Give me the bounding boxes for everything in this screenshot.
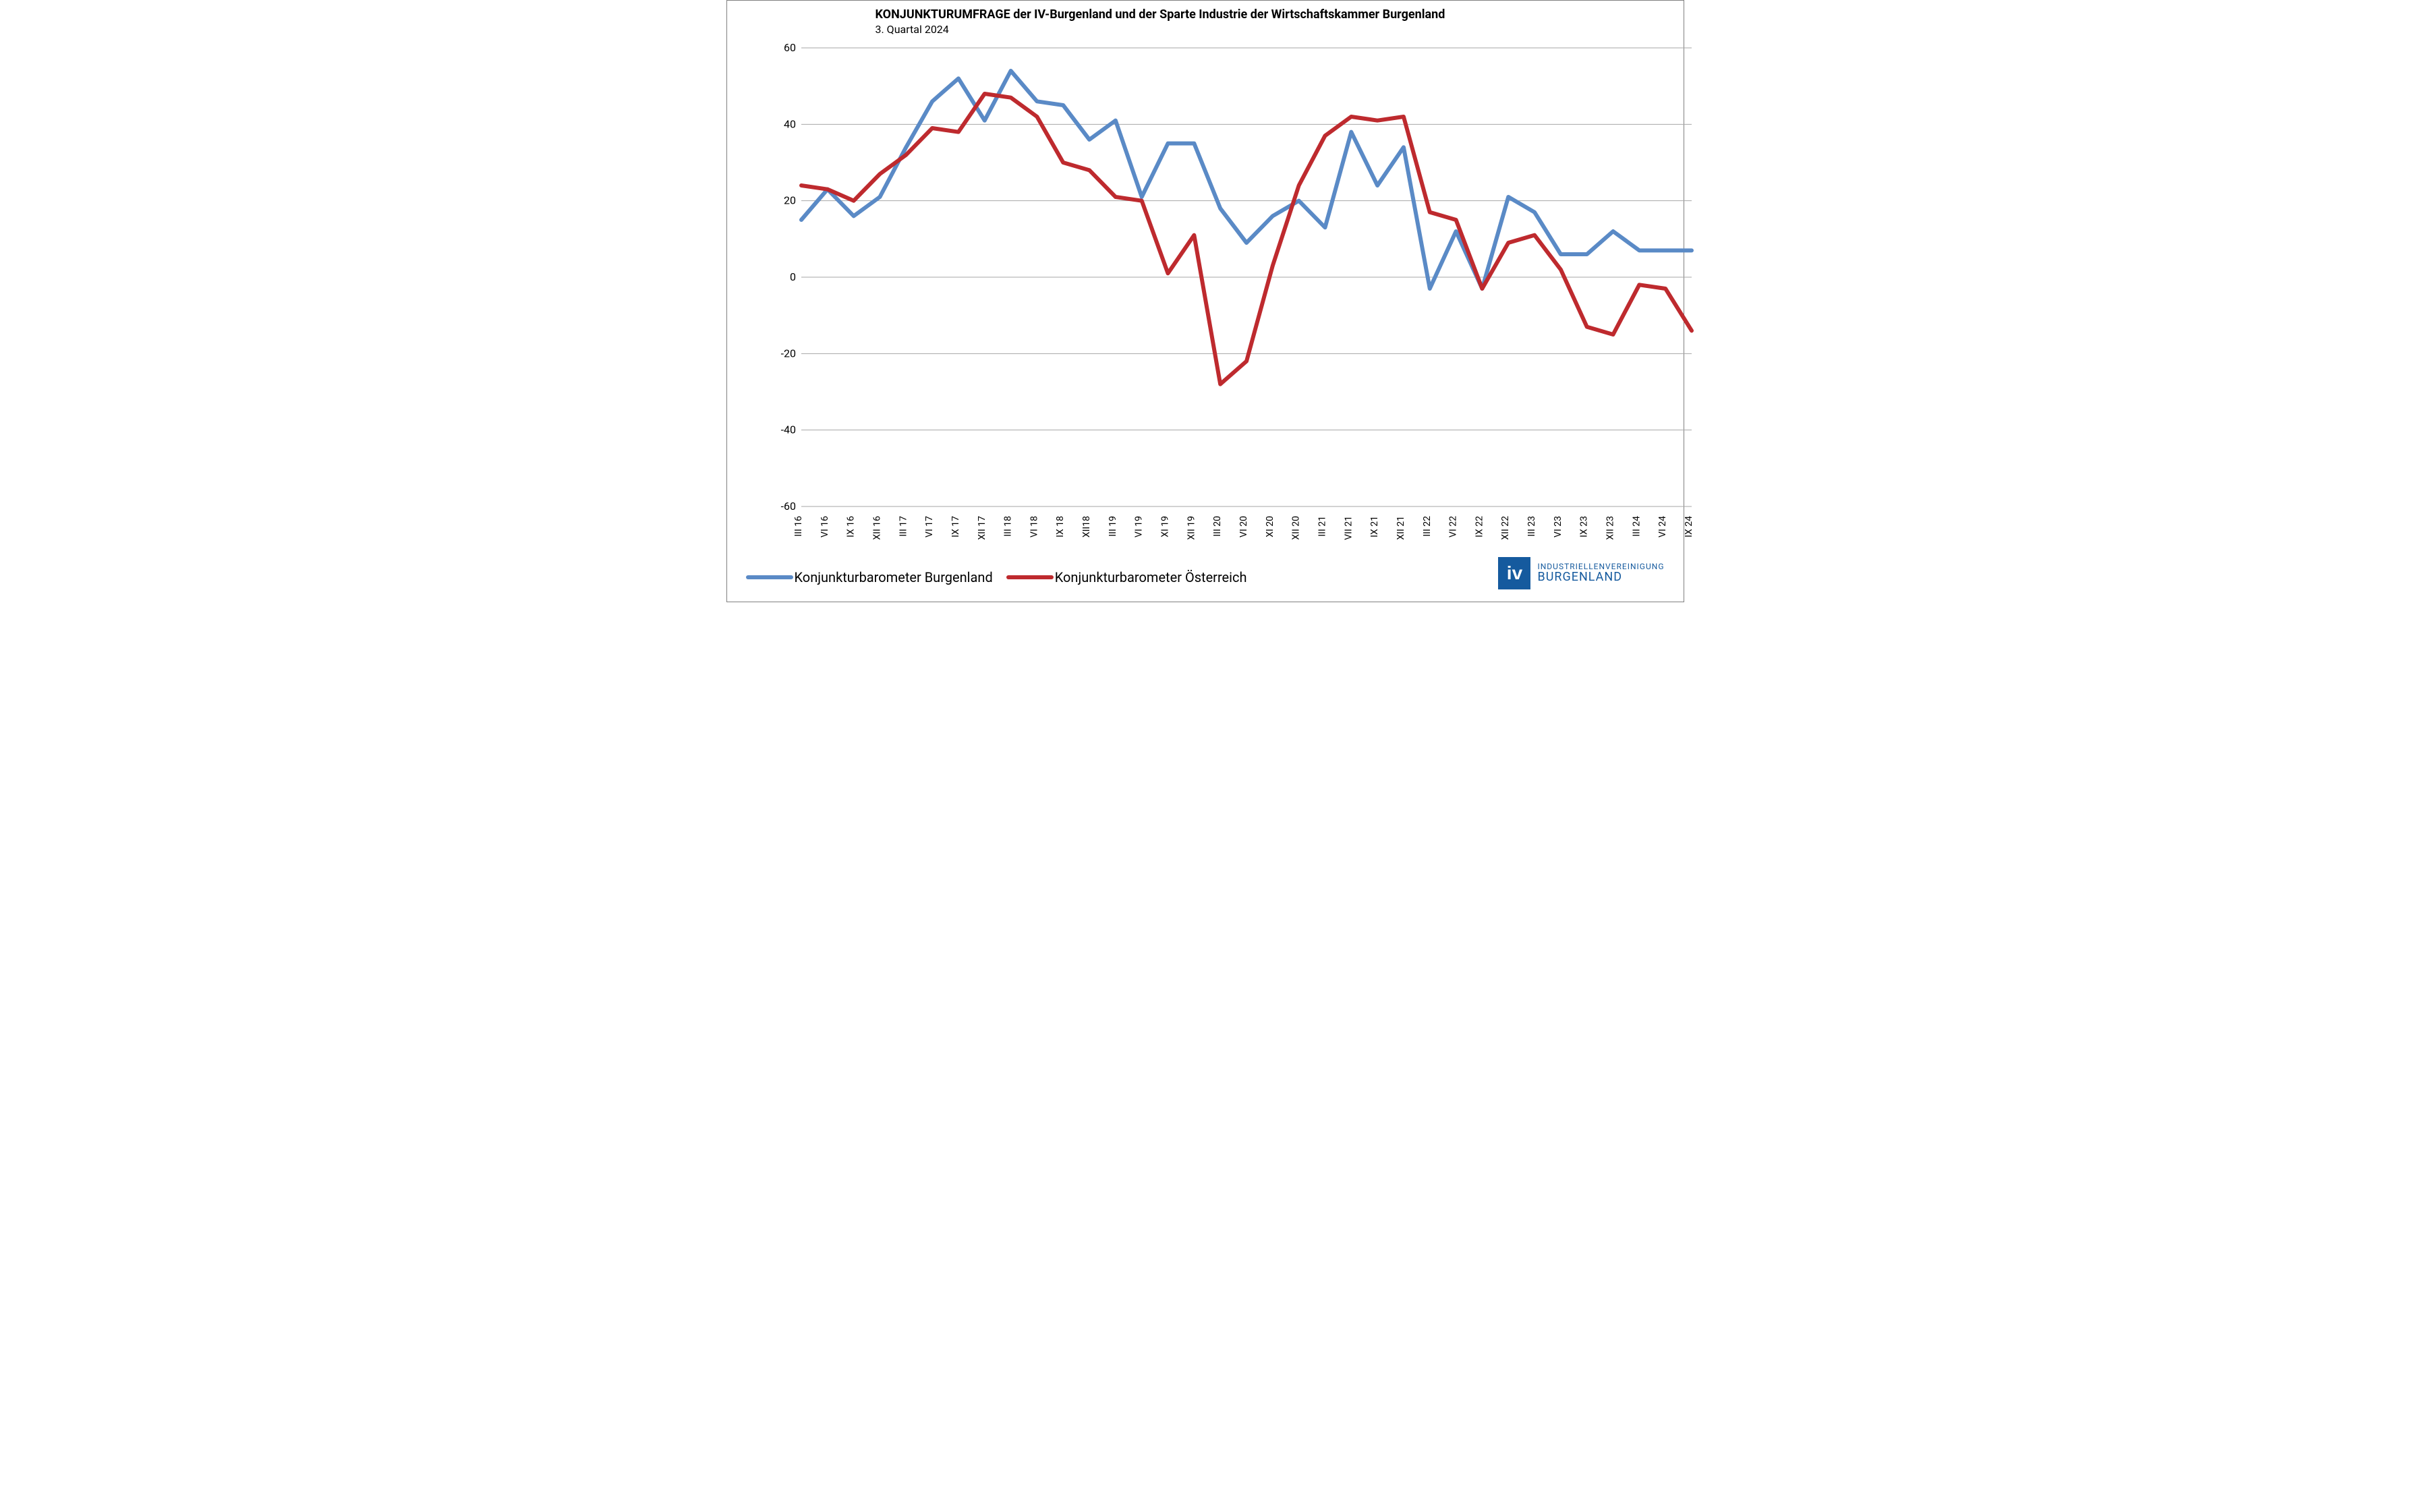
svg-text:20: 20 bbox=[784, 194, 796, 207]
legend-label: Konjunkturbarometer Österreich bbox=[1055, 569, 1247, 585]
legend-item: Konjunkturbarometer Burgenland bbox=[746, 569, 993, 585]
svg-text:VI 23: VI 23 bbox=[1552, 516, 1563, 537]
svg-text:VI 17: VI 17 bbox=[924, 516, 935, 537]
svg-text:III 22: III 22 bbox=[1421, 516, 1432, 537]
svg-text:IX 23: IX 23 bbox=[1578, 516, 1589, 537]
svg-text:40: 40 bbox=[784, 117, 796, 130]
legend-swatch bbox=[1006, 575, 1054, 579]
iv-logo-text: INDUSTRIELLENVEREINIGUNG BURGENLAND bbox=[1537, 562, 1664, 583]
legend-label: Konjunkturbarometer Burgenland bbox=[795, 569, 993, 585]
svg-text:VI 18: VI 18 bbox=[1029, 516, 1039, 537]
svg-text:XII 19: XII 19 bbox=[1186, 516, 1197, 540]
svg-text:III 16: III 16 bbox=[793, 516, 804, 537]
svg-text:IX 21: IX 21 bbox=[1369, 516, 1380, 537]
svg-text:VI 20: VI 20 bbox=[1238, 516, 1249, 537]
svg-text:III 19: III 19 bbox=[1107, 516, 1118, 537]
svg-text:VI 19: VI 19 bbox=[1133, 516, 1144, 537]
chart-plot: -60 -40 -20 0 20 40 60 III 16 VI 16 IX 16 XII 16 II… bbox=[768, 41, 1705, 560]
svg-text:IX 22: IX 22 bbox=[1474, 516, 1485, 537]
legend-swatch bbox=[746, 575, 793, 579]
svg-text:XII 17: XII 17 bbox=[976, 516, 987, 540]
svg-text:III 17: III 17 bbox=[898, 516, 909, 537]
chart-frame: KONJUNKTURUMFRAGE der IV-Burgenland und … bbox=[726, 0, 1684, 602]
svg-text:VII 21: VII 21 bbox=[1343, 516, 1354, 540]
svg-text:VI 24: VI 24 bbox=[1657, 516, 1668, 537]
svg-text:III 21: III 21 bbox=[1317, 516, 1327, 537]
svg-text:IX 16: IX 16 bbox=[845, 516, 856, 537]
svg-text:VI 22: VI 22 bbox=[1447, 516, 1458, 537]
svg-text:IX 24: IX 24 bbox=[1684, 516, 1694, 537]
chart-subtitle: 3. Quartal 2024 bbox=[876, 23, 1445, 36]
svg-text:XI 20: XI 20 bbox=[1264, 516, 1275, 537]
svg-text:XII18: XII18 bbox=[1081, 516, 1092, 537]
svg-text:XII 22: XII 22 bbox=[1500, 516, 1511, 540]
svg-text:XII 16: XII 16 bbox=[871, 516, 882, 540]
svg-text:III 23: III 23 bbox=[1526, 516, 1537, 537]
svg-text:60: 60 bbox=[784, 41, 796, 54]
svg-text:XII 23: XII 23 bbox=[1605, 516, 1615, 540]
svg-text:-20: -20 bbox=[780, 347, 795, 359]
svg-text:-60: -60 bbox=[780, 500, 795, 513]
svg-text:III 18: III 18 bbox=[1002, 516, 1013, 537]
svg-text:IX 17: IX 17 bbox=[950, 516, 960, 537]
legend-item: Konjunkturbarometer Österreich bbox=[1006, 569, 1247, 585]
iv-logo: iv INDUSTRIELLENVEREINIGUNG BURGENLAND bbox=[1498, 557, 1664, 589]
svg-text:XII 20: XII 20 bbox=[1290, 516, 1301, 540]
svg-text:VI 16: VI 16 bbox=[819, 516, 830, 537]
svg-text:IX 18: IX 18 bbox=[1055, 516, 1066, 537]
iv-logo-badge: iv bbox=[1498, 557, 1530, 589]
chart-title: KONJUNKTURUMFRAGE der IV-Burgenland und … bbox=[876, 7, 1445, 22]
svg-text:0: 0 bbox=[790, 270, 796, 283]
svg-text:III 24: III 24 bbox=[1631, 516, 1642, 537]
svg-text:-40: -40 bbox=[780, 424, 795, 436]
svg-text:III 20: III 20 bbox=[1212, 516, 1223, 537]
svg-text:XII 21: XII 21 bbox=[1395, 516, 1406, 540]
svg-text:XI 19: XI 19 bbox=[1159, 516, 1170, 537]
title-block: KONJUNKTURUMFRAGE der IV-Burgenland und … bbox=[876, 7, 1445, 36]
iv-logo-bottom: BURGENLAND bbox=[1537, 571, 1664, 584]
legend: Konjunkturbarometer Burgenland Konjunktu… bbox=[746, 569, 1247, 585]
